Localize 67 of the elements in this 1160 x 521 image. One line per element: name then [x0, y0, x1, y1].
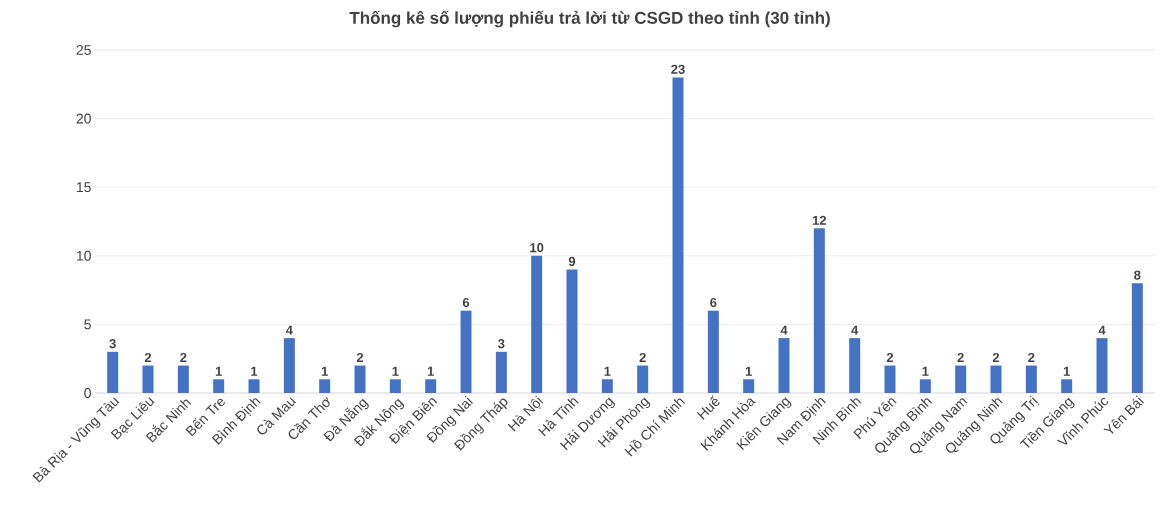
data-label: 2 [356, 352, 364, 363]
y-tick-label: 0 [84, 388, 91, 398]
data-label: 4 [1098, 325, 1106, 335]
bar [354, 365, 366, 393]
data-label: 2 [639, 352, 646, 363]
bar [990, 365, 1002, 393]
bar [248, 379, 260, 393]
data-label: 2 [1028, 352, 1035, 363]
data-label: 1 [215, 366, 222, 376]
bar [1025, 365, 1037, 393]
data-label: 6 [710, 297, 717, 308]
bar [1131, 283, 1143, 393]
data-label: 2 [144, 352, 152, 363]
bar [813, 228, 825, 393]
bar [601, 379, 613, 393]
data-label: 2 [957, 352, 964, 363]
data-label: 4 [780, 325, 788, 335]
bar [531, 255, 543, 393]
bar [707, 310, 719, 393]
bar [849, 338, 861, 393]
data-label: 3 [109, 339, 116, 349]
bar [319, 379, 331, 393]
data-label: 2 [180, 352, 187, 363]
bar [672, 77, 684, 393]
bar [778, 338, 790, 393]
data-label: 8 [1134, 270, 1141, 280]
data-label: 6 [462, 297, 470, 308]
data-label: 2 [992, 352, 1000, 363]
bar [495, 351, 507, 393]
bar [425, 379, 437, 393]
bar [460, 310, 472, 393]
bar [884, 365, 896, 393]
bar [1096, 338, 1108, 393]
bar [213, 379, 225, 393]
bar [389, 379, 401, 393]
bar [955, 365, 967, 393]
data-label: 10 [530, 243, 544, 253]
bar [142, 365, 154, 393]
data-label: 1 [1063, 366, 1070, 376]
y-tick-label: 5 [84, 319, 91, 330]
data-label: 2 [886, 352, 894, 363]
bar [107, 351, 119, 393]
bar [1061, 379, 1073, 393]
data-label: 4 [851, 325, 859, 335]
data-label: 12 [812, 215, 827, 225]
y-tick-label: 20 [76, 113, 91, 124]
bar [283, 338, 295, 393]
data-label: 1 [427, 366, 434, 376]
bar [177, 365, 189, 393]
data-label: 3 [498, 339, 505, 349]
data-label: 4 [285, 325, 293, 335]
chart-title: Thống kê số lượng phiếu trả lời từ CSGD theo tỉnh (30 tỉnh) [349, 10, 830, 28]
bar [637, 365, 649, 393]
bar [919, 379, 931, 393]
data-label: 1 [321, 366, 328, 376]
bar [566, 269, 578, 393]
data-label: 1 [745, 366, 752, 376]
data-label: 1 [922, 366, 929, 376]
data-label: 1 [251, 366, 258, 376]
bar [743, 379, 755, 393]
y-tick-label: 15 [76, 182, 91, 193]
data-label: 1 [392, 366, 399, 376]
y-tick-label: 10 [76, 250, 91, 261]
data-label: 23 [671, 64, 685, 74]
data-label: 9 [568, 256, 576, 266]
data-label: 1 [604, 366, 611, 376]
y-tick-label: 25 [76, 45, 91, 55]
